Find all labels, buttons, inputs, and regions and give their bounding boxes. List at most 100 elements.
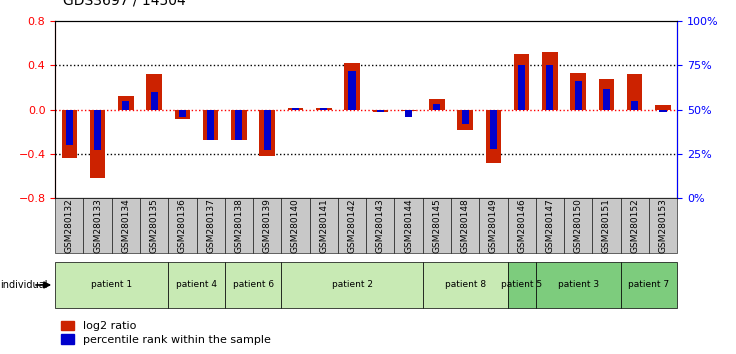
Bar bbox=[83, 198, 112, 253]
Bar bbox=[310, 198, 338, 253]
Bar bbox=[508, 198, 536, 253]
Text: patient 8: patient 8 bbox=[445, 280, 486, 290]
Text: GSM280134: GSM280134 bbox=[121, 198, 130, 253]
Bar bbox=[197, 198, 224, 253]
Text: GSM280145: GSM280145 bbox=[432, 198, 442, 253]
Bar bbox=[546, 65, 553, 110]
Bar bbox=[338, 198, 366, 253]
Bar bbox=[122, 101, 130, 110]
Bar bbox=[348, 71, 355, 110]
Bar bbox=[316, 108, 331, 110]
Bar bbox=[288, 108, 303, 110]
Bar bbox=[405, 110, 412, 117]
Bar bbox=[179, 110, 186, 117]
Text: GSM280132: GSM280132 bbox=[65, 198, 74, 253]
Bar bbox=[55, 198, 83, 253]
Bar bbox=[207, 110, 214, 140]
Text: GSM280150: GSM280150 bbox=[573, 198, 583, 253]
Bar bbox=[659, 110, 667, 112]
Text: GSM280136: GSM280136 bbox=[178, 198, 187, 253]
Bar bbox=[598, 79, 615, 110]
Bar bbox=[401, 110, 417, 111]
Bar bbox=[377, 110, 384, 112]
Bar bbox=[631, 101, 638, 110]
Text: GSM280143: GSM280143 bbox=[376, 198, 385, 253]
Text: GSM280141: GSM280141 bbox=[319, 198, 328, 253]
Bar bbox=[224, 262, 281, 308]
Bar bbox=[603, 88, 610, 110]
Bar bbox=[231, 110, 247, 139]
Legend: log2 ratio, percentile rank within the sample: log2 ratio, percentile rank within the s… bbox=[61, 321, 271, 345]
Bar bbox=[151, 92, 158, 110]
Bar bbox=[575, 81, 581, 110]
Bar bbox=[62, 110, 77, 159]
Bar bbox=[429, 99, 445, 110]
Text: GSM280139: GSM280139 bbox=[263, 198, 272, 253]
Bar bbox=[224, 198, 253, 253]
Bar bbox=[394, 198, 422, 253]
Bar bbox=[514, 55, 529, 110]
Bar bbox=[490, 110, 497, 149]
Bar bbox=[169, 262, 224, 308]
Bar bbox=[592, 198, 620, 253]
Text: GDS3697 / 14504: GDS3697 / 14504 bbox=[63, 0, 185, 7]
Bar bbox=[169, 198, 197, 253]
Text: patient 4: patient 4 bbox=[176, 280, 217, 290]
Bar bbox=[649, 198, 677, 253]
Bar bbox=[627, 74, 643, 110]
Bar bbox=[118, 97, 134, 110]
Bar bbox=[174, 110, 190, 119]
Bar bbox=[620, 198, 649, 253]
Text: patient 1: patient 1 bbox=[91, 280, 132, 290]
Bar bbox=[320, 108, 328, 110]
Bar bbox=[518, 65, 526, 110]
Bar bbox=[263, 110, 271, 150]
Text: GSM280153: GSM280153 bbox=[659, 198, 668, 253]
Bar bbox=[486, 110, 501, 163]
Text: patient 6: patient 6 bbox=[233, 280, 274, 290]
Bar bbox=[422, 262, 508, 308]
Text: GSM280147: GSM280147 bbox=[545, 198, 554, 253]
Text: GSM280137: GSM280137 bbox=[206, 198, 215, 253]
Text: GSM280144: GSM280144 bbox=[404, 198, 413, 253]
Bar bbox=[112, 198, 140, 253]
Bar bbox=[344, 63, 360, 110]
Text: GSM280142: GSM280142 bbox=[347, 198, 356, 253]
Bar bbox=[620, 262, 677, 308]
Text: GSM280149: GSM280149 bbox=[489, 198, 498, 253]
Bar bbox=[457, 110, 473, 130]
Text: patient 5: patient 5 bbox=[501, 280, 542, 290]
Text: GSM280152: GSM280152 bbox=[630, 198, 640, 253]
Bar bbox=[461, 110, 469, 124]
Bar bbox=[281, 262, 422, 308]
Bar bbox=[90, 110, 105, 178]
Text: GSM280133: GSM280133 bbox=[93, 198, 102, 253]
Text: patient 2: patient 2 bbox=[331, 280, 372, 290]
Bar bbox=[203, 110, 219, 139]
Bar bbox=[94, 110, 101, 150]
Text: individual: individual bbox=[0, 280, 48, 290]
Text: GSM280135: GSM280135 bbox=[149, 198, 159, 253]
Bar bbox=[536, 198, 564, 253]
Text: patient 7: patient 7 bbox=[629, 280, 670, 290]
Bar bbox=[451, 198, 479, 253]
Bar bbox=[434, 104, 440, 110]
Bar bbox=[281, 198, 310, 253]
Bar bbox=[260, 110, 275, 156]
Bar bbox=[292, 108, 299, 110]
Bar bbox=[536, 262, 620, 308]
Bar bbox=[564, 198, 592, 253]
Text: GSM280140: GSM280140 bbox=[291, 198, 300, 253]
Bar bbox=[508, 262, 536, 308]
Text: GSM280146: GSM280146 bbox=[517, 198, 526, 253]
Bar bbox=[253, 198, 281, 253]
Bar bbox=[66, 110, 73, 145]
Bar bbox=[422, 198, 451, 253]
Bar bbox=[55, 262, 169, 308]
Bar bbox=[140, 198, 169, 253]
Bar bbox=[542, 52, 558, 110]
Bar bbox=[146, 74, 162, 110]
Bar bbox=[479, 198, 508, 253]
Text: GSM280151: GSM280151 bbox=[602, 198, 611, 253]
Text: GSM280138: GSM280138 bbox=[235, 198, 244, 253]
